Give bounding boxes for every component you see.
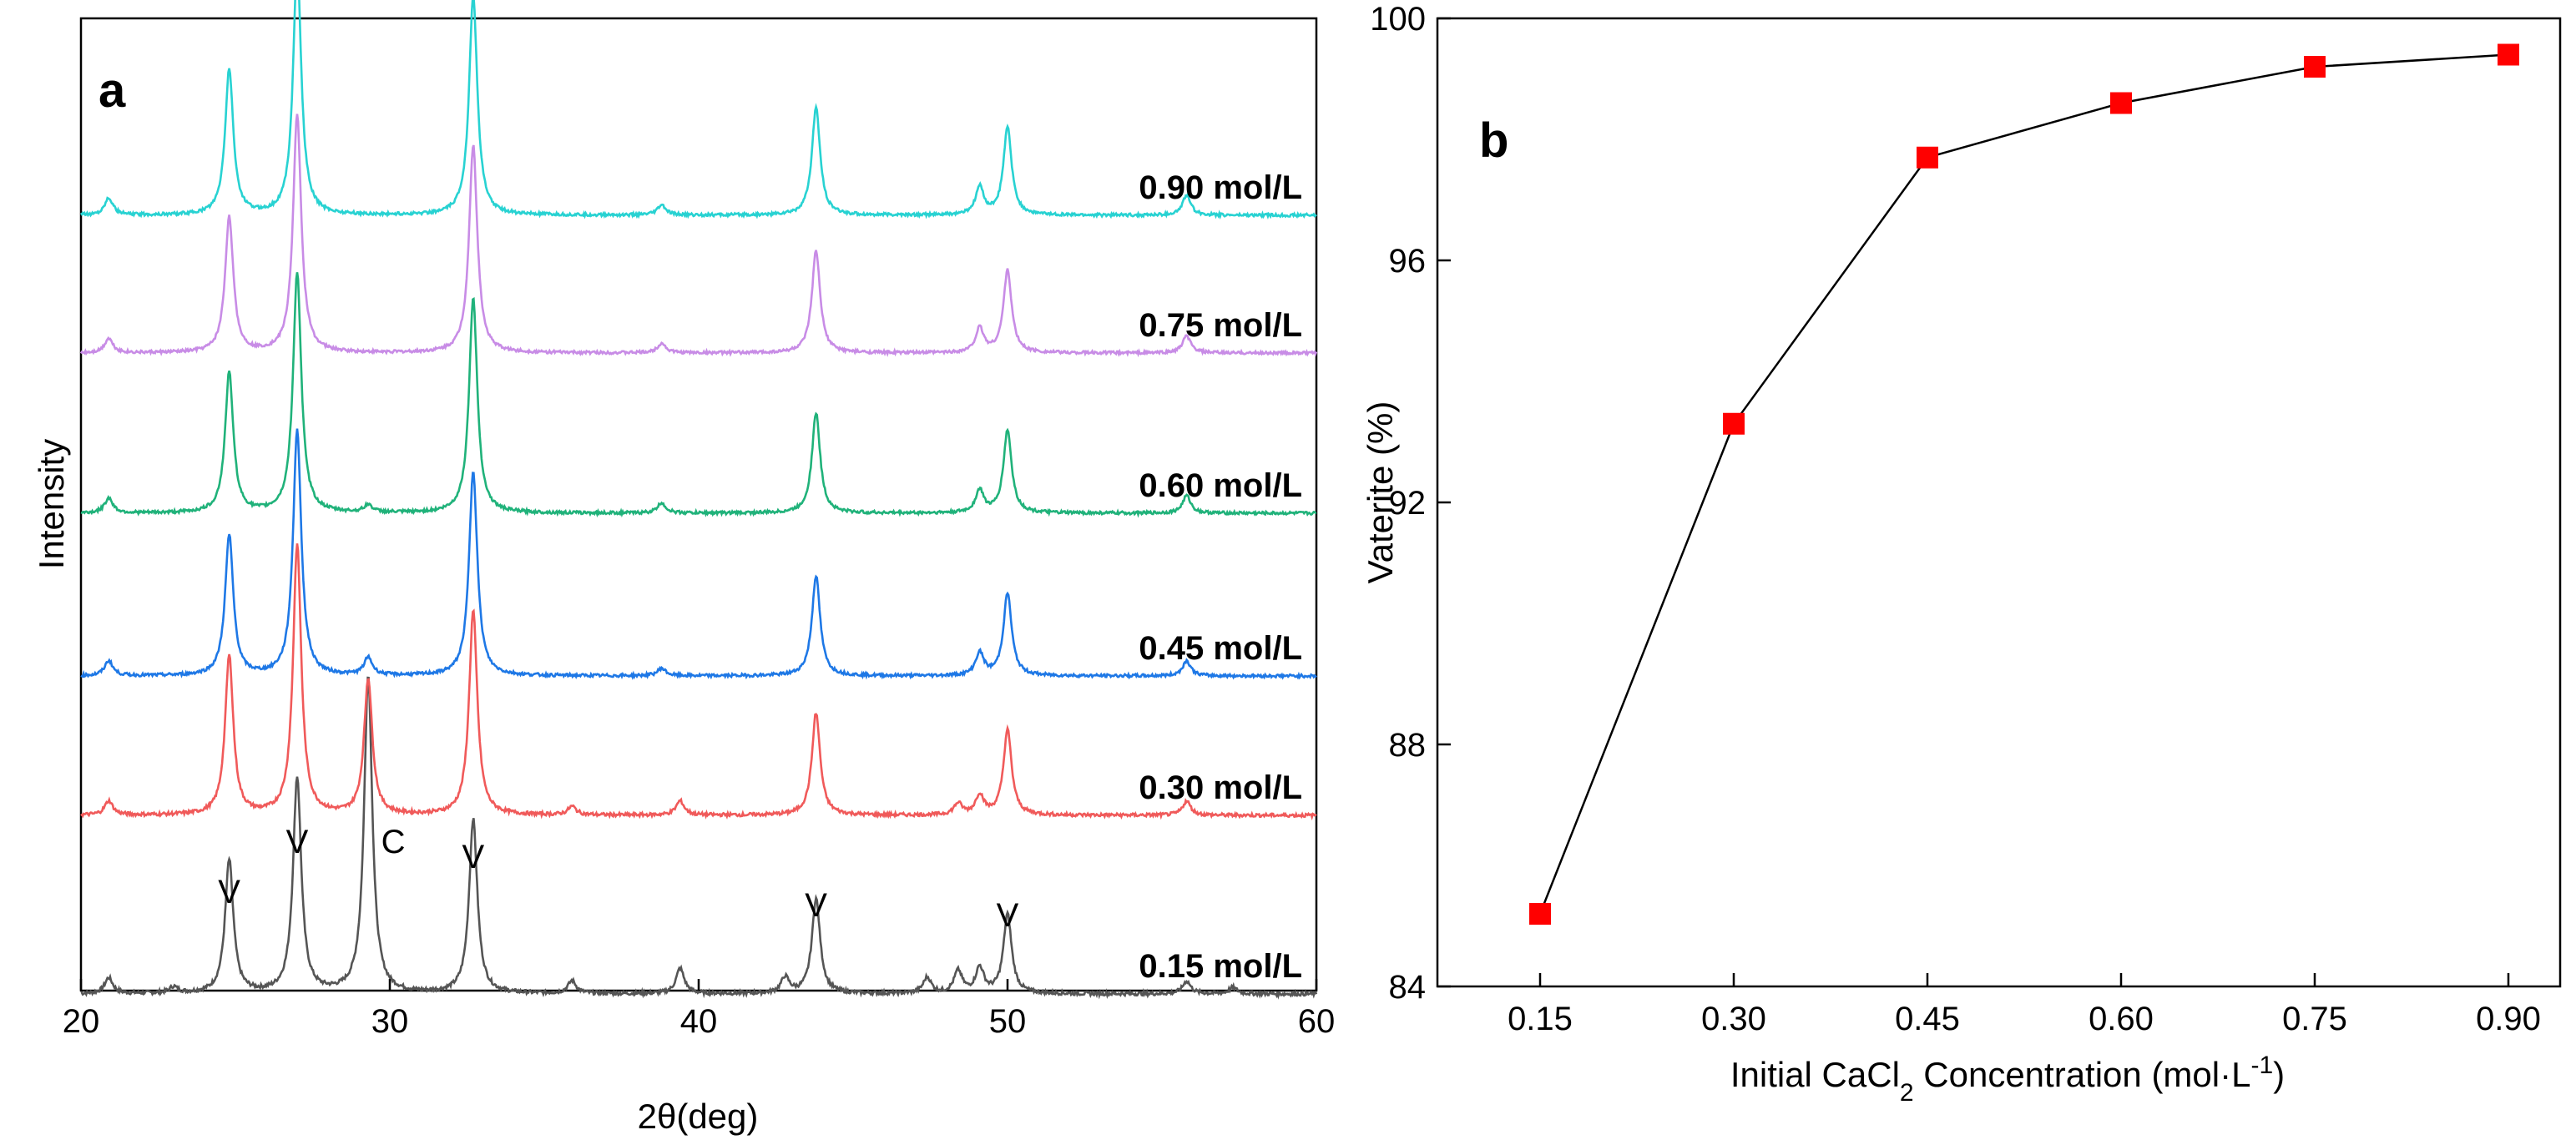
- xrd-pattern-line: [80, 428, 1317, 680]
- xrd-x-tick-label: 20: [63, 1003, 100, 1040]
- xrd-series-label: 0.15 mol/L: [1139, 948, 1302, 985]
- panel-b-letter: b: [1479, 113, 1508, 168]
- vaterite-y-axis-title: Vaterite (%): [1361, 401, 1400, 584]
- xrd-series-label: 0.60 mol/L: [1139, 467, 1302, 504]
- vaterite-x-tick-label: 0.90: [2476, 1001, 2541, 1037]
- vaterite-y-tick-label: 92: [1389, 485, 1427, 522]
- vaterite-x-tick-label: 0.15: [1508, 1001, 1573, 1037]
- xrd-y-axis-title: Intensity: [32, 439, 71, 569]
- vaterite-point: [1917, 146, 1938, 169]
- vaterite-point: [1723, 412, 1745, 435]
- vaterite-x-tick-label: 0.60: [2089, 1001, 2154, 1037]
- vaterite-panel: b 84 88 92 96 100 0.15 0.30 0.45 0.60 0.75 0.90 In…: [1361, 1, 2562, 1107]
- panel-a-letter: a: [98, 63, 126, 118]
- vaterite-point: [1529, 903, 1551, 925]
- xrd-series-label: 0.30 mol/L: [1139, 769, 1302, 806]
- xrd-peak-annotation: V: [286, 824, 309, 860]
- vaterite-point: [2110, 92, 2132, 114]
- xrd-series-label: 0.75 mol/L: [1139, 307, 1302, 344]
- xrd-panel: a 20 30 40 50 60 0.15 mol/L 0.30 mol/L 0.45 mo…: [32, 0, 1335, 1136]
- xrd-x-tick-label: 60: [1298, 1003, 1336, 1040]
- vaterite-y-tick-label: 96: [1389, 243, 1427, 280]
- xrd-pattern-line: [79, 0, 1317, 220]
- xrd-series-group: [79, 0, 1318, 1000]
- xrd-series-label: 0.45 mol/L: [1139, 630, 1302, 667]
- xrd-pattern-line: [80, 676, 1318, 1000]
- xrd-peak-annotation: C: [381, 824, 406, 860]
- xrd-pattern-line: [79, 113, 1318, 358]
- vaterite-point: [2498, 43, 2519, 66]
- xrd-peak-annotation: V: [997, 897, 1019, 934]
- vaterite-x-tick-label: 0.75: [2282, 1001, 2347, 1037]
- xrd-peak-annotations: V V C V V V: [218, 824, 1018, 934]
- xrd-x-tick-label: 50: [989, 1003, 1027, 1040]
- vaterite-y-tick-label: 100: [1370, 1, 1426, 38]
- vaterite-y-tick-label: 88: [1389, 727, 1427, 764]
- xrd-pattern-line: [80, 543, 1317, 821]
- vaterite-axes: 84 88 92 96 100 0.15 0.30 0.45 0.60 0.75 0.90: [1370, 1, 2541, 1037]
- vaterite-x-axis-title: Initial CaCl2 Concentration (mol·L-1): [1730, 1052, 2285, 1107]
- xrd-x-axis-title: 2θ(deg): [638, 1097, 759, 1136]
- vaterite-line: [1538, 53, 2509, 915]
- xrd-peak-annotation: V: [218, 874, 240, 910]
- xrd-x-ticks: 20 30 40 50 60: [63, 979, 1336, 1040]
- vaterite-point: [2304, 56, 2326, 78]
- xrd-peak-annotation: V: [462, 839, 485, 875]
- xrd-x-tick-label: 40: [680, 1003, 718, 1040]
- vaterite-plot-frame: [1436, 17, 2562, 988]
- vaterite-x-tick-label: 0.30: [1701, 1001, 1766, 1037]
- xrd-x-tick-label: 30: [371, 1003, 409, 1040]
- vaterite-series: [1529, 43, 2519, 925]
- vaterite-y-tick-label: 84: [1389, 969, 1427, 1006]
- xrd-series-label: 0.90 mol/L: [1139, 169, 1302, 206]
- xrd-peak-annotation: V: [805, 887, 827, 924]
- xrd-pattern-line: [80, 272, 1316, 518]
- vaterite-x-tick-label: 0.45: [1895, 1001, 1960, 1037]
- xrd-series-labels: 0.15 mol/L 0.30 mol/L 0.45 mol/L 0.60 mol/L…: [1139, 169, 1302, 985]
